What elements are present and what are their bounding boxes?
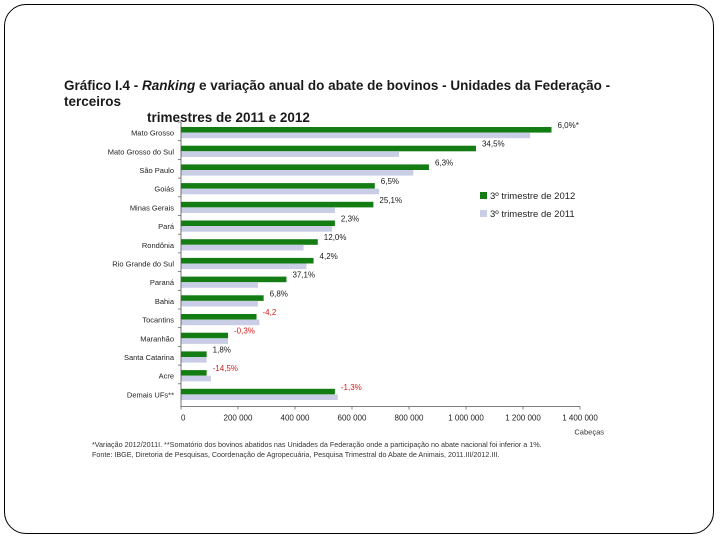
footnote-source: Fonte: IBGE, Diretoria de Pesquisas, Coo…: [92, 450, 500, 459]
data-label: 12,0%: [324, 233, 347, 242]
category-label: Mato Grosso do Sul: [108, 147, 175, 156]
title-rest: e variação anual do abate de bovinos - U…: [64, 78, 611, 109]
x-tick-label: 400 000: [281, 414, 310, 423]
category-label: Maranhão: [140, 334, 174, 343]
bar-2011: [181, 357, 207, 363]
bar-2011: [181, 226, 333, 232]
data-label: 34,5%: [482, 140, 505, 149]
category-label: Tocantins: [142, 316, 174, 325]
x-tick-label: 200 000: [224, 414, 253, 423]
bar-2011: [181, 132, 531, 139]
footnote: *Variação 2012/2011I. **Somatório dos bo…: [92, 440, 692, 460]
category-label: Demais UFs**: [127, 390, 174, 399]
footnote-note: *Variação 2012/2011I. **Somatório dos bo…: [92, 440, 542, 449]
x-tick-label: 1 000 000: [448, 414, 484, 423]
bar-2012: [181, 351, 207, 357]
category-label: Bahia: [155, 297, 175, 306]
chart-title: Gráfico I.4 - Ranking e variação anual d…: [64, 78, 664, 126]
bar-2012: [181, 239, 318, 245]
category-label: Mato Grosso: [131, 129, 174, 138]
x-tick-label: 0: [181, 414, 186, 423]
bar-2011: [181, 188, 380, 195]
category-label: Rondônia: [142, 241, 175, 250]
bar-2011: [181, 394, 338, 400]
data-label: 6,0%*: [558, 121, 579, 130]
bar-2011: [181, 319, 260, 326]
bar-2012: [181, 332, 229, 339]
category-label: Acre: [159, 372, 174, 381]
data-label: -14,5%: [213, 364, 238, 373]
data-label: -0,3%: [234, 327, 255, 336]
legend-swatch-2012: [480, 192, 487, 199]
bar-2011: [181, 263, 307, 270]
category-label: Minas Gerais: [130, 203, 174, 212]
category-label: Paraná: [150, 278, 175, 287]
bar-2012: [181, 164, 429, 170]
data-label: 1,8%: [213, 345, 231, 354]
bar-2012: [181, 201, 374, 208]
bar-2011: [181, 282, 258, 288]
data-label: -4,2: [263, 308, 277, 317]
data-label: 37,1%: [292, 271, 315, 280]
bar-2011: [181, 207, 335, 213]
title-line2: trimestres de 2011 e 2012: [147, 110, 310, 125]
category-label: Pará: [158, 222, 175, 231]
bar-2011: [181, 300, 258, 307]
bar-2012: [181, 370, 207, 376]
slide-frame: [4, 4, 714, 534]
bar-2012: [181, 183, 375, 189]
category-label: Santa Catarina: [124, 353, 175, 362]
data-label: 2,3%: [341, 215, 359, 224]
bar-2011: [181, 170, 414, 176]
category-label: Rio Grande do Sul: [112, 260, 174, 269]
category-label: São Paulo: [139, 166, 174, 175]
x-tick-label: 600 000: [338, 414, 367, 423]
bar-2012: [181, 127, 552, 133]
bar-2012: [181, 276, 287, 283]
x-tick-label: 1 400 000: [562, 414, 598, 423]
bar-2012: [181, 388, 335, 395]
x-tick-label: 1 200 000: [505, 414, 541, 423]
x-axis-label: Cabeças: [574, 428, 604, 437]
data-label: -1,3%: [341, 383, 362, 392]
data-label: 6,5%: [381, 177, 399, 186]
data-label: 6,8%: [270, 289, 288, 298]
data-label: 6,3%: [435, 158, 453, 167]
legend-label-2011: 3º trimestre de 2011: [490, 209, 575, 220]
bar-2012: [181, 220, 335, 227]
bar-2011: [181, 375, 211, 382]
category-label: Goiás: [154, 185, 174, 194]
title-prefix: Gráfico I.4 -: [64, 78, 143, 93]
x-tick-label: 800 000: [395, 414, 424, 423]
data-label: 25,1%: [379, 196, 402, 205]
bar-2012: [181, 314, 257, 320]
bar-2012: [181, 145, 476, 152]
bar-2011: [181, 338, 229, 344]
bar-2012: [181, 295, 264, 301]
title-emphasis: Ranking: [142, 78, 196, 93]
bar-2011: [181, 151, 400, 157]
data-label: 4,2%: [320, 252, 338, 261]
bar-2012: [181, 257, 314, 264]
bar-2011: [181, 244, 304, 251]
legend-swatch-2011: [480, 210, 487, 217]
legend-label-2012: 3º trimestre de 2012: [490, 191, 575, 202]
